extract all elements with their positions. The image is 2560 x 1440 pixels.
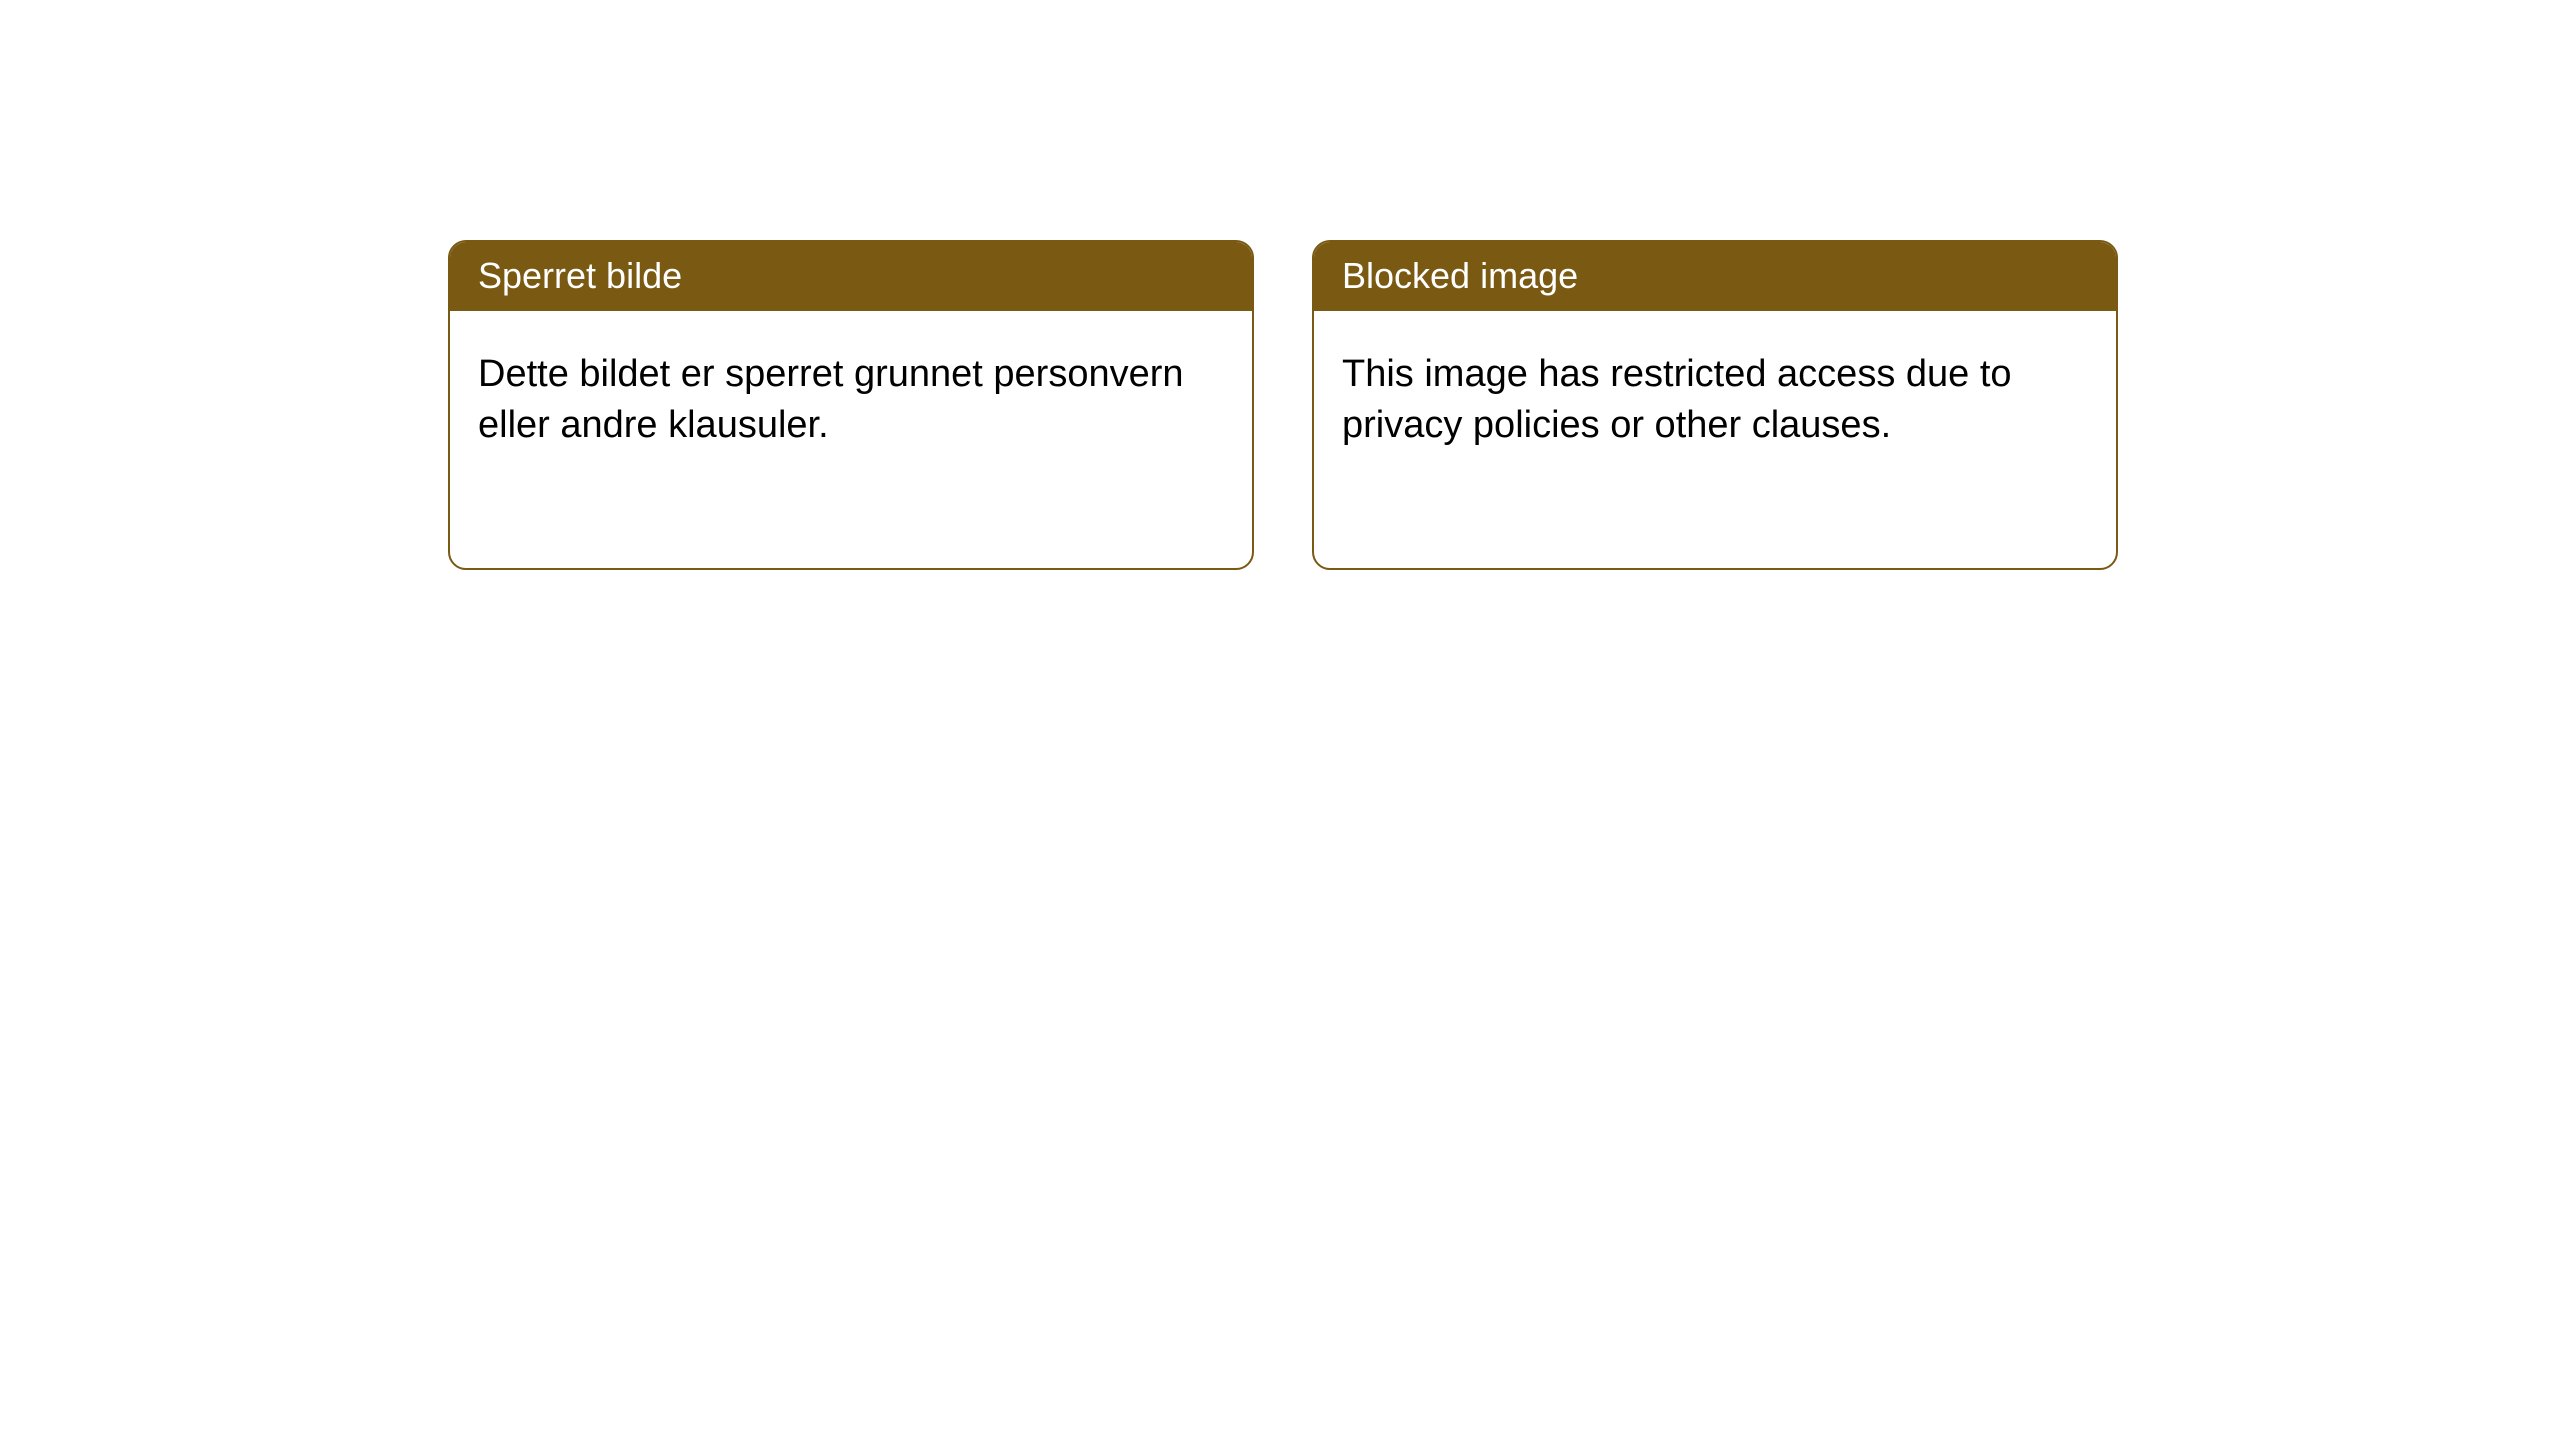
notice-container: Sperret bilde Dette bildet er sperret gr… [0,0,2560,570]
notice-title: Blocked image [1314,242,2116,311]
notice-card-norwegian: Sperret bilde Dette bildet er sperret gr… [448,240,1254,570]
notice-card-english: Blocked image This image has restricted … [1312,240,2118,570]
notice-title: Sperret bilde [450,242,1252,311]
notice-body-text: Dette bildet er sperret grunnet personve… [450,311,1252,480]
notice-body-text: This image has restricted access due to … [1314,311,2116,480]
